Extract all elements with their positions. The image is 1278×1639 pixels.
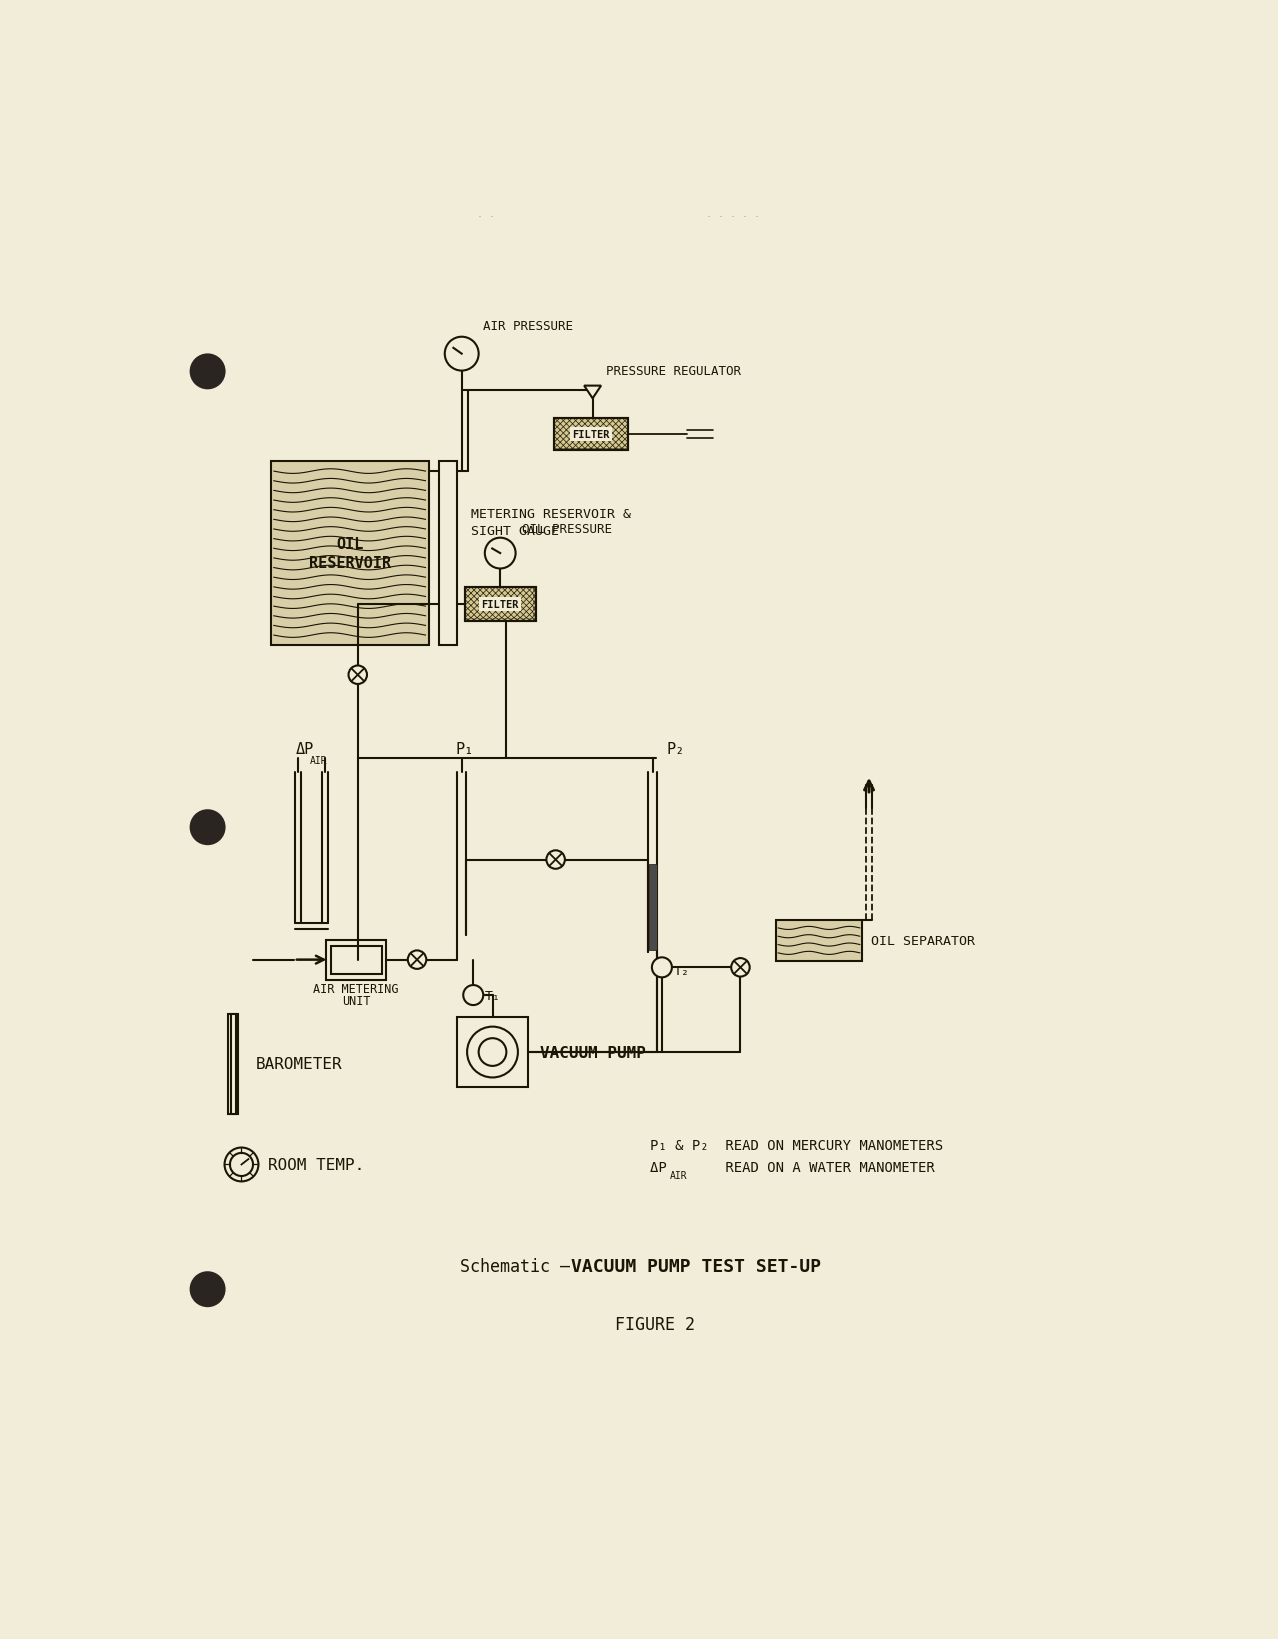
Text: OIL: OIL bbox=[336, 538, 363, 552]
Text: OIL SEPARATOR: OIL SEPARATOR bbox=[872, 934, 975, 947]
Bar bbox=[229, 1015, 239, 1115]
Circle shape bbox=[225, 1147, 258, 1182]
Text: FILTER: FILTER bbox=[573, 429, 610, 439]
Circle shape bbox=[466, 1028, 518, 1078]
Bar bbox=[555, 418, 627, 451]
Text: AIR: AIR bbox=[311, 756, 327, 765]
Circle shape bbox=[484, 538, 515, 569]
Circle shape bbox=[445, 338, 479, 372]
Bar bbox=[776, 919, 863, 962]
Bar bbox=[326, 941, 386, 980]
Bar bbox=[458, 1016, 528, 1088]
Bar bbox=[271, 462, 428, 646]
Text: UNIT: UNIT bbox=[343, 995, 371, 1008]
Circle shape bbox=[547, 851, 565, 869]
Circle shape bbox=[652, 957, 672, 978]
Polygon shape bbox=[584, 387, 601, 398]
Text: P₁ & P₂  READ ON MERCURY MANOMETERS: P₁ & P₂ READ ON MERCURY MANOMETERS bbox=[649, 1139, 943, 1152]
Text: METERING RESERVOIR &: METERING RESERVOIR & bbox=[472, 508, 631, 521]
Circle shape bbox=[479, 1039, 506, 1067]
Text: BAROMETER: BAROMETER bbox=[256, 1057, 343, 1072]
Circle shape bbox=[190, 1272, 225, 1306]
Text: ·  ·  ·  ·  ·: · · · · · bbox=[707, 211, 759, 225]
Text: Schematic –: Schematic – bbox=[460, 1257, 580, 1275]
Circle shape bbox=[230, 1154, 253, 1177]
Text: PRESSURE REGULATOR: PRESSURE REGULATOR bbox=[607, 365, 741, 379]
Text: ·  ·: · · bbox=[478, 211, 495, 225]
Bar bbox=[465, 588, 535, 621]
Text: AIR PRESSURE: AIR PRESSURE bbox=[483, 320, 574, 333]
Circle shape bbox=[190, 356, 225, 388]
Text: ROOM TEMP.: ROOM TEMP. bbox=[267, 1157, 364, 1172]
Text: OIL PRESSURE: OIL PRESSURE bbox=[521, 523, 612, 536]
Circle shape bbox=[731, 959, 750, 977]
Circle shape bbox=[349, 665, 367, 685]
Bar bbox=[649, 865, 657, 951]
Text: FILTER: FILTER bbox=[482, 600, 519, 610]
Text: AIR: AIR bbox=[670, 1170, 688, 1180]
Text: P₁: P₁ bbox=[455, 742, 474, 757]
Text: ΔP       READ ON A WATER MANOMETER: ΔP READ ON A WATER MANOMETER bbox=[649, 1160, 934, 1174]
Text: T₁: T₁ bbox=[484, 988, 501, 1001]
Circle shape bbox=[463, 985, 483, 1005]
Bar bbox=[331, 946, 382, 974]
Text: T₂: T₂ bbox=[674, 964, 689, 977]
Bar bbox=[465, 588, 535, 621]
Text: RESERVOIR: RESERVOIR bbox=[308, 556, 391, 570]
Text: VACUUM PUMP: VACUUM PUMP bbox=[541, 1046, 647, 1060]
Text: P₂: P₂ bbox=[667, 742, 685, 757]
Text: SIGHT GAUGE: SIGHT GAUGE bbox=[472, 524, 558, 538]
Bar bbox=[555, 418, 627, 451]
Text: VACUUM PUMP TEST SET-UP: VACUUM PUMP TEST SET-UP bbox=[571, 1257, 822, 1275]
Bar bbox=[231, 1015, 236, 1115]
Bar bbox=[438, 462, 458, 646]
Circle shape bbox=[408, 951, 427, 969]
Text: ΔP: ΔP bbox=[296, 742, 314, 757]
Text: FIGURE 2: FIGURE 2 bbox=[615, 1314, 695, 1333]
Text: AIR METERING: AIR METERING bbox=[313, 982, 399, 995]
Circle shape bbox=[190, 811, 225, 844]
